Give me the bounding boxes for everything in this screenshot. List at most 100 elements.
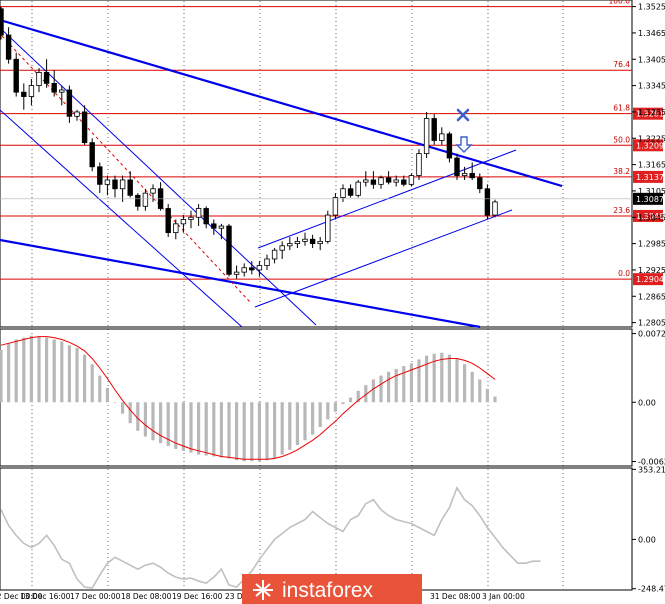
cci-tick-label-0: 353.2193 <box>638 465 665 474</box>
macd-bar-16 <box>121 402 125 414</box>
fibo-price-badge-6 <box>633 273 663 286</box>
fibonacci-levels: 100.0 76.4 61.8 1.3281 50.0 1.3209 38.2 1.3137 2… <box>0 0 664 286</box>
candle-body-1 <box>5 34 12 60</box>
macd-bar-65 <box>493 396 497 403</box>
candle-body-56 <box>423 118 430 155</box>
price-tick-label-11: 1.2865 <box>638 292 665 301</box>
macd-bar-13 <box>98 375 102 403</box>
candle-body-25 <box>188 216 194 220</box>
cci-line <box>0 486 541 589</box>
macd-bar-63 <box>478 379 482 403</box>
trend-channels <box>0 18 563 329</box>
price-axis: 1.3525 1.3465 1.3405 1.3345 1.3285 1.3225 1.31… <box>632 3 665 328</box>
macd-bar-33 <box>250 402 254 462</box>
macd-bar-41 <box>311 402 315 435</box>
macd-bar-12 <box>90 364 94 403</box>
candle-body-5 <box>36 72 42 86</box>
candle-body-53 <box>401 179 407 185</box>
falling-trendline-upper <box>0 18 563 188</box>
macd-tick-label-1: 0.00 <box>638 398 656 407</box>
candle-body-8 <box>59 89 65 93</box>
candle-body-62 <box>469 172 475 179</box>
candle-body-42 <box>317 241 323 245</box>
price-tick-label-6: 1.3165 <box>638 161 665 170</box>
candle-body-51 <box>385 177 392 183</box>
macd-panel-frame <box>0 328 633 467</box>
candle-body-37 <box>279 245 285 251</box>
candle-body-59 <box>446 133 453 159</box>
time-label-3: 18 Dec 08:00 <box>121 592 172 601</box>
instaforex-logo-icon <box>253 580 273 600</box>
falling-channel-thin-upper <box>0 27 317 326</box>
cci-indicator: 353.2193 0.00 -248.475 <box>0 465 665 594</box>
price-tick-label-3: 1.3345 <box>638 82 665 91</box>
candle-body-36 <box>271 249 278 260</box>
macd-bar-40 <box>303 402 307 441</box>
candle-body-13 <box>97 166 103 185</box>
price-tick-label-12: 1.2805 <box>638 319 665 328</box>
macd-bar-32 <box>242 402 246 462</box>
macd-bar-24 <box>181 402 185 451</box>
macd-bar-1 <box>7 343 11 403</box>
fibo-level-label-5: 23.6 <box>613 206 630 215</box>
fibo-level-label-4: 38.2 <box>613 167 630 176</box>
candle-body-43 <box>325 214 331 242</box>
macd-bar-22 <box>166 402 170 447</box>
candle-body-16 <box>119 179 126 190</box>
candle-body-34 <box>256 265 263 271</box>
macd-bar-14 <box>105 387 109 403</box>
candle-body-27 <box>203 208 209 225</box>
cci-tick-label-1: 0.00 <box>638 535 656 544</box>
fibo-level-label-3: 50.0 <box>613 135 630 144</box>
candle-body-11 <box>81 111 88 144</box>
macd-bar-8 <box>60 341 64 403</box>
macd-bar-18 <box>136 402 140 431</box>
macd-bar-29 <box>219 402 223 458</box>
macd-bar-36 <box>273 402 277 459</box>
macd-bar-30 <box>227 402 231 459</box>
current-price-badge <box>633 192 663 205</box>
price-tick-label-9: 1.2985 <box>638 240 665 249</box>
falling-channel-thin-lower <box>0 109 243 328</box>
candle-body-65 <box>492 201 498 216</box>
candle-body-14 <box>104 179 111 185</box>
fibo-price-badge-text-2: 1.3281 <box>636 110 664 119</box>
falling-trendline-lower <box>0 238 481 329</box>
macd-bar-25 <box>189 402 193 453</box>
price-tick-label-10: 1.2925 <box>638 266 665 275</box>
candle-body-52 <box>393 179 399 183</box>
fibo-price-badge-text-3: 1.3209 <box>636 141 664 150</box>
candle-body-63 <box>477 177 483 190</box>
candle-body-18 <box>135 194 141 207</box>
macd-bar-37 <box>280 402 284 455</box>
candle-body-26 <box>195 208 202 218</box>
candle-body-49 <box>370 179 377 185</box>
macd-bar-43 <box>326 402 330 420</box>
fibo-price-badge-text-4: 1.3137 <box>636 173 664 182</box>
time-label-5: 23 Dec <box>225 592 251 601</box>
macd-bar-26 <box>197 402 201 455</box>
fibo-price-badge-5 <box>633 209 663 222</box>
current-price-text: 1.3087 <box>636 195 664 204</box>
price-tick-label-5: 1.3225 <box>638 134 665 143</box>
candle-body-44 <box>332 197 339 216</box>
candle-body-2 <box>13 58 19 93</box>
time-label-4: 19 Dec 16:00 <box>172 592 223 601</box>
current-price-marker: 1.3087 <box>0 192 664 205</box>
fibo-level-label-2: 61.8 <box>613 104 630 113</box>
blue-x-icon <box>456 108 470 122</box>
candle-body-30 <box>226 225 232 275</box>
fibo-price-badge-4 <box>633 170 663 183</box>
macd-bar-0 <box>0 349 3 403</box>
macd-bar-56 <box>425 355 429 403</box>
macd-bar-9 <box>67 345 71 403</box>
candle-body-22 <box>165 208 171 234</box>
macd-bar-11 <box>83 354 87 403</box>
macd-indicator: 0.00722 0.00 -0.00623 <box>0 330 665 467</box>
macd-bar-47 <box>356 390 360 403</box>
candle-body-45 <box>340 188 346 198</box>
macd-bar-5 <box>37 336 41 403</box>
candle-body-64 <box>484 188 491 216</box>
cci-tick-label-2: -248.475 <box>638 585 665 594</box>
